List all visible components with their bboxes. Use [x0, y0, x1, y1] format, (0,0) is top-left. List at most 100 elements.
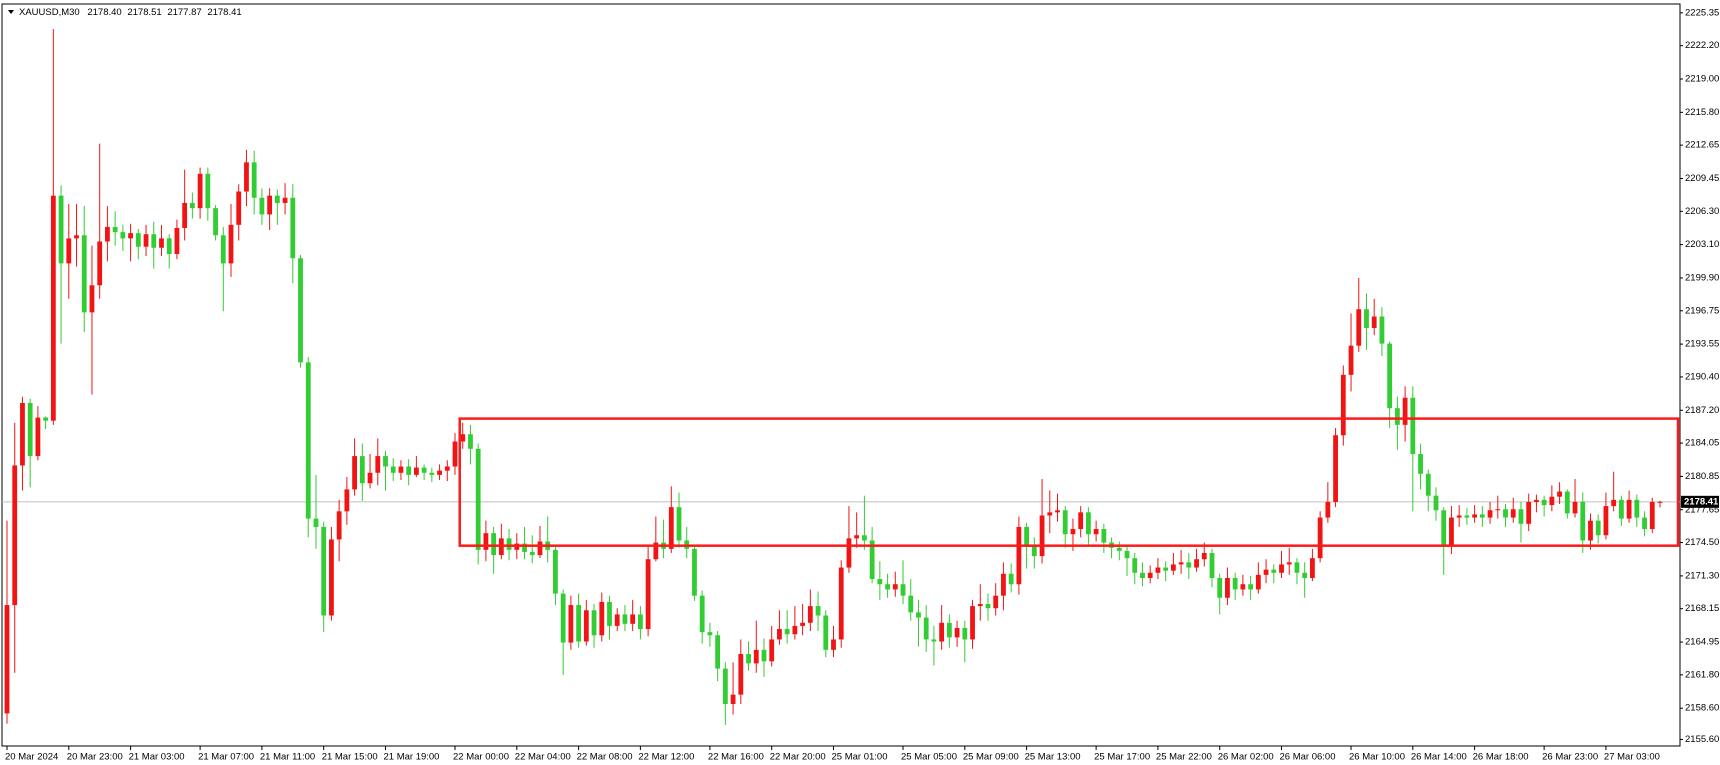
annotation-box — [458, 417, 1680, 547]
candle-body — [1325, 501, 1331, 518]
y-tick-label: 2199.90 — [1685, 272, 1719, 283]
x-tick-label: 26 Mar 10:00 — [1349, 752, 1405, 763]
candle-body — [1101, 529, 1107, 543]
candle-body — [1557, 491, 1562, 497]
y-tick-label: 2212.65 — [1685, 140, 1719, 151]
candle-body — [305, 362, 311, 519]
candle-body — [367, 472, 373, 484]
candle-body — [1394, 408, 1400, 425]
candle-body — [1487, 510, 1493, 518]
candle-body — [143, 234, 149, 247]
candle-body — [1279, 564, 1284, 573]
candle-body — [1534, 499, 1539, 502]
candle-body — [1603, 506, 1609, 536]
candle-body — [259, 197, 265, 215]
candle-body — [413, 467, 419, 475]
candle-body — [128, 233, 133, 239]
candle-body — [607, 601, 612, 626]
candle-body — [1039, 515, 1045, 557]
candle-body — [869, 540, 875, 580]
candle-body — [761, 649, 767, 662]
candle-body — [1209, 552, 1215, 578]
candle-body — [784, 629, 790, 635]
candle-body — [81, 235, 87, 313]
candle-body — [236, 191, 242, 225]
candle-body — [722, 668, 728, 705]
candle-body — [715, 635, 721, 669]
y-tick-label: 2196.75 — [1685, 305, 1719, 316]
x-tick-label: 25 Mar 17:00 — [1094, 752, 1150, 763]
candle-body — [692, 548, 697, 596]
candle-body — [939, 622, 945, 642]
x-tick-label: 25 Mar 13:00 — [1025, 752, 1081, 763]
candle-body — [174, 227, 180, 255]
candle-body — [444, 466, 450, 471]
candle-body — [831, 639, 836, 650]
candle-body — [1124, 550, 1130, 559]
candle-body — [313, 518, 319, 527]
x-tick-label: 26 Mar 23:00 — [1542, 752, 1598, 763]
candle-body — [220, 235, 226, 264]
symbol: XAUUSD,M30 — [19, 7, 80, 18]
x-tick-label: 21 Mar 19:00 — [383, 752, 439, 763]
candle-body — [699, 595, 705, 633]
candle-body — [1618, 499, 1624, 519]
candle-body — [807, 606, 813, 623]
candle-body — [20, 402, 25, 466]
x-tick-label: 26 Mar 06:00 — [1280, 752, 1336, 763]
candle-body — [529, 551, 535, 556]
candle-body — [1140, 572, 1145, 578]
y-tick-label: 2219.00 — [1685, 74, 1719, 85]
candle-body — [290, 197, 296, 259]
candle-body — [437, 470, 442, 475]
candle-body — [1657, 501, 1663, 503]
candle-body — [1263, 569, 1269, 575]
candle-body — [321, 526, 327, 616]
candle-body — [908, 595, 914, 613]
candle-body — [1441, 510, 1447, 546]
y-tick-label: 2190.40 — [1685, 371, 1719, 382]
candle-body — [352, 456, 357, 490]
candle-body — [892, 584, 898, 590]
x-tick-label: 26 Mar 18:00 — [1473, 752, 1529, 763]
candle-body — [244, 162, 249, 192]
candle-body — [1055, 510, 1060, 513]
candle-body — [468, 434, 473, 449]
candle-body — [1317, 517, 1323, 559]
candle-body — [1588, 520, 1593, 541]
candle-body — [800, 622, 806, 626]
candle-body — [1163, 567, 1169, 571]
candle-body — [560, 593, 566, 643]
candle-body — [1572, 501, 1578, 514]
candle-body — [568, 605, 574, 643]
candle-body — [846, 538, 852, 568]
candle-body — [1595, 520, 1601, 536]
symbol-menu-arrow[interactable] — [8, 10, 14, 14]
x-tick-label: 25 Mar 09:00 — [963, 752, 1019, 763]
candle-body — [1348, 345, 1354, 375]
x-tick-label: 25 Mar 05:00 — [901, 752, 957, 763]
candle-body — [1364, 309, 1369, 328]
candle-body — [653, 542, 659, 560]
candle-body — [1001, 573, 1006, 596]
x-tick-label: 22 Mar 12:00 — [638, 752, 694, 763]
x-tick-label: 25 Mar 01:00 — [832, 752, 888, 763]
y-tick-label: 2193.55 — [1685, 339, 1719, 350]
candle-body — [877, 579, 883, 585]
candle-body — [1147, 572, 1153, 578]
candle-body — [1356, 309, 1362, 346]
candle-body — [1634, 499, 1640, 518]
candle-body — [861, 535, 867, 541]
candle-body — [66, 238, 72, 264]
candle-body — [815, 606, 821, 616]
candle-body — [483, 533, 489, 550]
candle-body — [630, 614, 636, 624]
candle-body — [1201, 552, 1207, 560]
y-tick-label: 2177.65 — [1685, 504, 1719, 515]
candle-body — [1062, 510, 1068, 535]
y-tick-label: 2209.45 — [1685, 173, 1719, 184]
candle-body — [792, 625, 798, 635]
y-tick-label: 2225.35 — [1685, 7, 1719, 18]
candle-body — [838, 567, 844, 640]
